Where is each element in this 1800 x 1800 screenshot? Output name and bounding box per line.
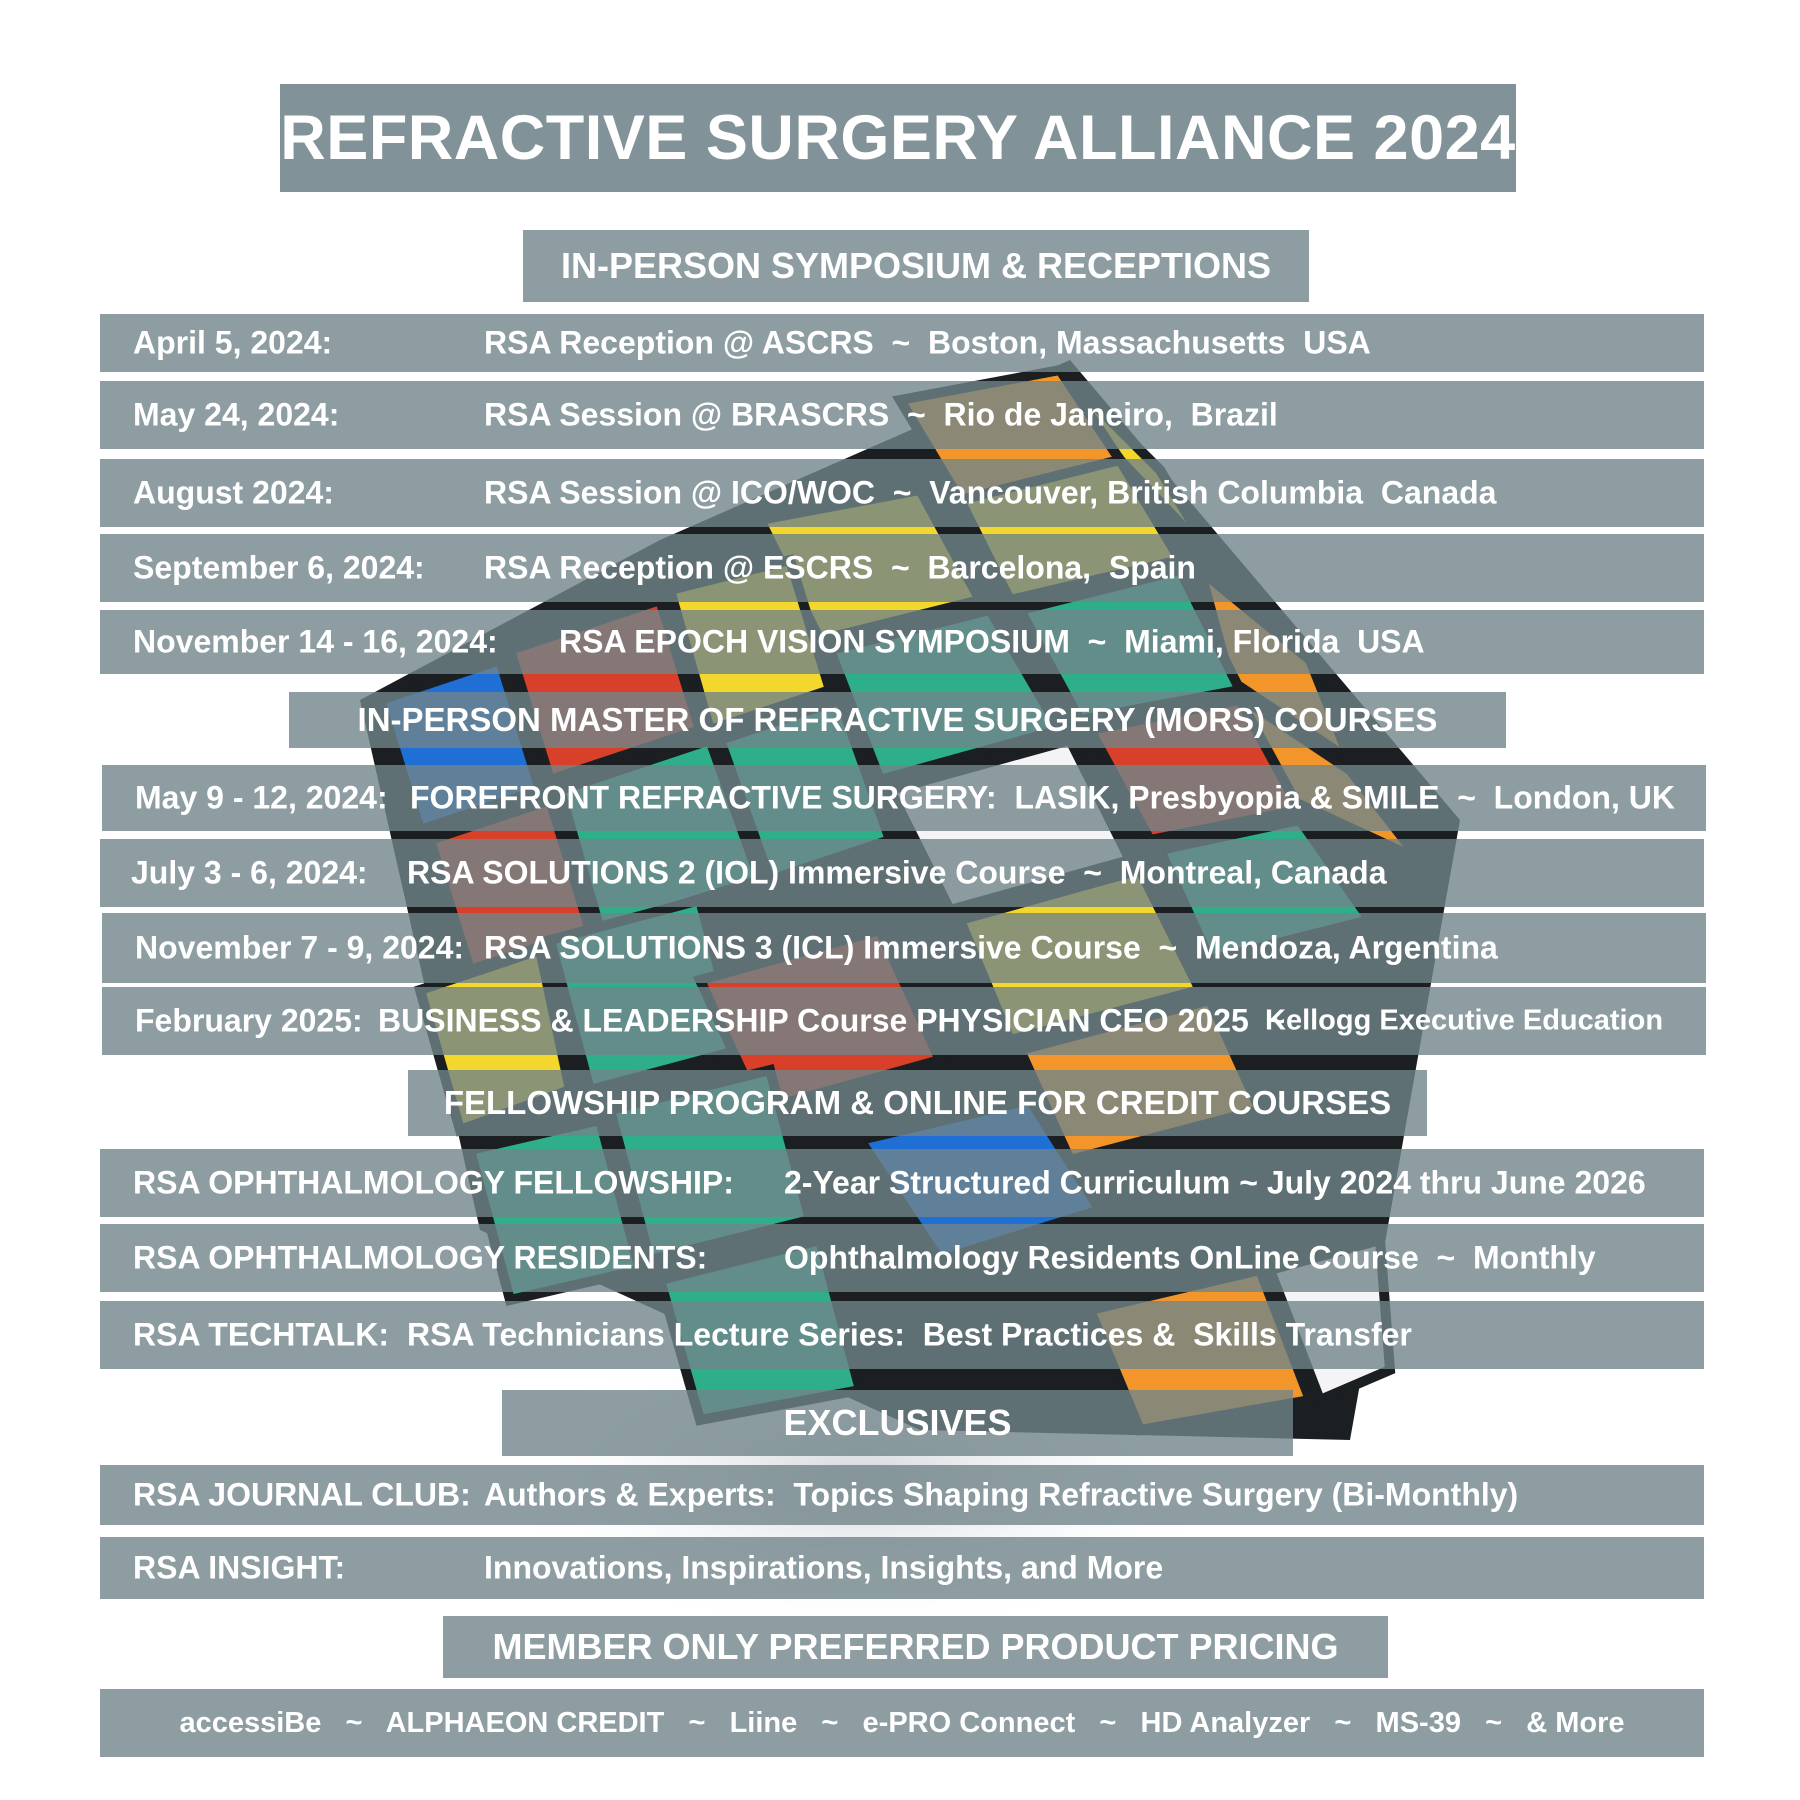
list-item: May 24, 2024: RSA Session @ BRASCRS ~ Ri…: [100, 381, 1704, 449]
program-detail: 2-Year Structured Curriculum ~ July 2024…: [784, 1164, 1646, 1201]
event-date: November 14 - 16, 2024:: [133, 623, 498, 660]
list-item: September 6, 2024: RSA Reception @ ESCRS…: [100, 534, 1704, 602]
exclusive-name: RSA JOURNAL CLUB:: [133, 1476, 471, 1513]
event-detail: RSA Reception @ ESCRS ~ Barcelona, Spain: [484, 549, 1196, 586]
event-detail: RSA Session @ ICO/WOC ~ Vancouver, Briti…: [484, 474, 1497, 511]
course-date: May 9 - 12, 2024:: [135, 779, 388, 816]
event-date: September 6, 2024:: [133, 549, 425, 586]
exclusive-name: RSA INSIGHT:: [133, 1549, 346, 1586]
course-date: February 2025:: [135, 1002, 363, 1039]
list-item: RSA TECHTALK: RSA Technicians Lecture Se…: [100, 1301, 1704, 1369]
event-date: August 2024:: [133, 474, 334, 511]
list-item: February 2025: BUSINESS & LEADERSHIP Cou…: [102, 987, 1706, 1055]
course-date: November 7 - 9, 2024:: [135, 929, 465, 966]
exclusive-detail: Innovations, Inspirations, Insights, and…: [484, 1549, 1164, 1586]
section-heading-pricing: MEMBER ONLY PREFERRED PRODUCT PRICING: [443, 1616, 1388, 1678]
section-heading-exclusives: EXCLUSIVES: [502, 1390, 1293, 1456]
event-date: April 5, 2024:: [133, 324, 333, 361]
event-detail: RSA Session @ BRASCRS ~ Rio de Janeiro, …: [484, 396, 1278, 433]
course-detail: RSA SOLUTIONS 2 (IOL) Immersive Course ~…: [407, 854, 1387, 891]
section-heading-mors: IN-PERSON MASTER OF REFRACTIVE SURGERY (…: [289, 692, 1506, 748]
exclusive-detail: Authors & Experts: Topics Shaping Refrac…: [484, 1476, 1519, 1513]
list-item: RSA OPHTHALMOLOGY RESIDENTS: Ophthalmolo…: [100, 1224, 1704, 1292]
list-item: August 2024: RSA Session @ ICO/WOC ~ Van…: [100, 459, 1704, 527]
program-name: RSA OPHTHALMOLOGY FELLOWSHIP:: [133, 1164, 734, 1201]
list-item: RSA OPHTHALMOLOGY FELLOWSHIP: 2-Year Str…: [100, 1149, 1704, 1217]
section-heading-symposium: IN-PERSON SYMPOSIUM & RECEPTIONS: [523, 230, 1309, 302]
course-date: July 3 - 6, 2024:: [131, 854, 368, 891]
program-detail: RSA Technicians Lecture Series: Best Pra…: [407, 1316, 1412, 1353]
event-detail: RSA Reception @ ASCRS ~ Boston, Massachu…: [484, 324, 1371, 361]
program-name: RSA TECHTALK:: [133, 1316, 389, 1353]
list-item: April 5, 2024: RSA Reception @ ASCRS ~ B…: [100, 314, 1704, 372]
event-date: May 24, 2024:: [133, 396, 340, 433]
course-provider: Kellogg Executive Education: [1265, 1004, 1664, 1037]
section-heading-fellowship: FELLOWSHIP PROGRAM & ONLINE FOR CREDIT C…: [408, 1070, 1427, 1136]
list-item: May 9 - 12, 2024: FOREFRONT REFRACTIVE S…: [102, 765, 1706, 831]
list-item: November 7 - 9, 2024: RSA SOLUTIONS 3 (I…: [102, 913, 1706, 983]
list-item: RSA INSIGHT: Innovations, Inspirations, …: [100, 1537, 1704, 1599]
list-item: July 3 - 6, 2024: RSA SOLUTIONS 2 (IOL) …: [100, 839, 1704, 907]
sponsor-list: accessiBe ~ ALPHAEON CREDIT ~ Liine ~ e-…: [100, 1689, 1704, 1757]
list-item: November 14 - 16, 2024: RSA EPOCH VISION…: [100, 610, 1704, 674]
list-item: RSA JOURNAL CLUB: Authors & Experts: Top…: [100, 1465, 1704, 1525]
course-detail: BUSINESS & LEADERSHIP Course PHYSICIAN C…: [378, 1002, 1286, 1039]
course-detail: RSA SOLUTIONS 3 (ICL) Immersive Course ~…: [484, 929, 1498, 966]
program-detail: Ophthalmology Residents OnLine Course ~ …: [784, 1239, 1596, 1276]
event-detail: RSA EPOCH VISION SYMPOSIUM ~ Miami, Flor…: [559, 623, 1425, 660]
course-detail: FOREFRONT REFRACTIVE SURGERY: LASIK, Pre…: [410, 779, 1675, 816]
page-title: REFRACTIVE SURGERY ALLIANCE 2024: [280, 84, 1516, 192]
program-name: RSA OPHTHALMOLOGY RESIDENTS:: [133, 1239, 708, 1276]
